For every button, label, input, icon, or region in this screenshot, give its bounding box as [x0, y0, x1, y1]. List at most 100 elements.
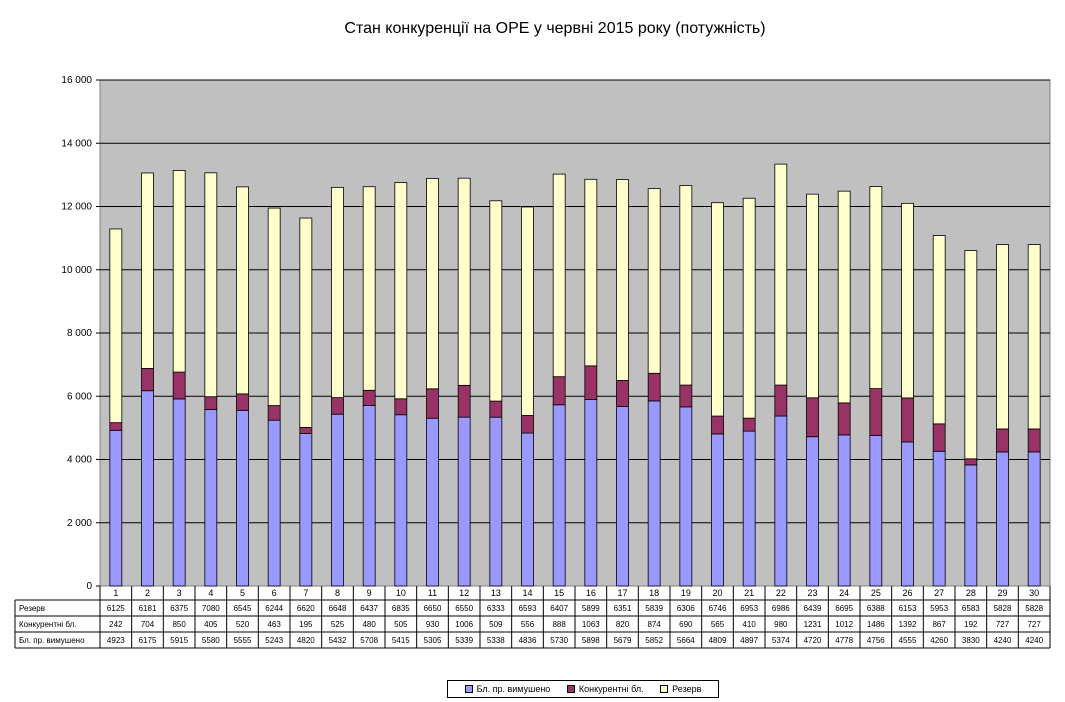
table-cell: 6439	[804, 604, 822, 613]
bar-seg-3	[774, 163, 788, 386]
bar-seg-2	[267, 405, 281, 421]
table-cell: 4820	[297, 636, 315, 645]
legend: Бл. пр. вимушено Конкурентні бл. Резерв	[447, 680, 719, 698]
table-cell: 4897	[740, 636, 758, 645]
category-label: 17	[617, 588, 627, 598]
category-label: 30	[1029, 588, 1039, 598]
bar-seg-2	[584, 365, 598, 400]
bar-seg-3	[1027, 244, 1041, 430]
category-label: 13	[491, 588, 501, 598]
table-cell: 5953	[930, 604, 948, 613]
bar-seg-2	[711, 415, 724, 435]
bar-seg-1	[489, 416, 503, 587]
bar-seg-1	[742, 430, 756, 587]
bar-seg-3	[394, 182, 408, 400]
table-cell: 3830	[962, 636, 980, 645]
bar-seg-2	[837, 402, 851, 436]
table-cell: 5899	[582, 604, 600, 613]
bar-seg-1	[172, 398, 186, 587]
table-cell: 5828	[1025, 604, 1043, 613]
category-label: 12	[459, 588, 469, 598]
table-cell: 6746	[709, 604, 727, 613]
table-cell: 1063	[582, 620, 600, 629]
table-cell: 4778	[835, 636, 853, 645]
bar-seg-3	[362, 186, 376, 391]
table-cell: 690	[679, 620, 693, 629]
table-cell: 5580	[202, 636, 220, 645]
y-tick-label: 4 000	[67, 455, 92, 466]
bar-seg-1	[109, 429, 123, 587]
bar-seg-2	[141, 368, 154, 392]
bar-seg-3	[584, 178, 598, 367]
bar-seg-3	[141, 172, 154, 369]
category-label: 4	[208, 588, 213, 598]
category-label: 24	[839, 588, 849, 598]
legend-swatch	[566, 685, 575, 693]
table-cell: 5730	[550, 636, 568, 645]
table-cell: 4923	[107, 636, 125, 645]
category-label: 16	[586, 588, 596, 598]
table-cell: 6351	[614, 604, 632, 613]
table-cell: 5828	[994, 604, 1012, 613]
table-cell: 6333	[487, 604, 505, 613]
bar-seg-1	[299, 433, 313, 587]
table-cell: 5432	[329, 636, 347, 645]
table-cell: 410	[742, 620, 756, 629]
category-label: 19	[681, 588, 691, 598]
bar-seg-1	[996, 451, 1009, 587]
table-cell: 6550	[455, 604, 473, 613]
bar-seg-2	[362, 389, 376, 406]
table-cell: 7080	[202, 604, 220, 613]
legend-swatch	[660, 685, 669, 693]
category-label: 27	[934, 588, 944, 598]
table-cell: 5915	[170, 636, 188, 645]
table-cell: 850	[172, 620, 186, 629]
bar-seg-2	[932, 423, 946, 452]
table-cell: 4240	[1025, 636, 1043, 645]
table-cell: 405	[204, 620, 218, 629]
category-label: 18	[649, 588, 659, 598]
table-cell: 5679	[614, 636, 632, 645]
table-cell: 5339	[455, 636, 473, 645]
bar-seg-1	[236, 409, 249, 587]
legend-item: Резерв	[660, 684, 701, 694]
category-label: 1	[113, 588, 118, 598]
bar-seg-2	[996, 428, 1009, 453]
table-cell: 5338	[487, 636, 505, 645]
table-cell: 5415	[392, 636, 410, 645]
table-cell: 704	[141, 620, 155, 629]
bar-seg-3	[267, 207, 281, 406]
table-cell: 6306	[677, 604, 695, 613]
category-label: 28	[966, 588, 976, 598]
y-tick-label: 16 000	[61, 75, 92, 86]
category-label: 29	[997, 588, 1007, 598]
bar-seg-2	[1027, 428, 1041, 453]
bar-seg-3	[679, 185, 693, 386]
table-cell: 6388	[867, 604, 885, 613]
table-cell: 4240	[994, 636, 1012, 645]
bar-seg-2	[869, 388, 883, 436]
table-cell: 6375	[170, 604, 188, 613]
table-cell: 5374	[772, 636, 790, 645]
legend-label: Бл. пр. вимушено	[476, 684, 551, 694]
bar-seg-2	[901, 397, 914, 443]
bar-seg-1	[679, 406, 693, 587]
table-cell: 1012	[835, 620, 853, 629]
bar-seg-2	[204, 396, 218, 410]
table-cell: 556	[521, 620, 535, 629]
bar-seg-3	[552, 173, 566, 378]
table-cell: 6407	[550, 604, 568, 613]
bar-seg-3	[331, 186, 344, 399]
category-label: 11	[428, 588, 437, 598]
table-cell: 888	[552, 620, 566, 629]
table-cell: 4555	[899, 636, 917, 645]
table-cell: 565	[711, 620, 725, 629]
bar-seg-2	[109, 422, 123, 431]
table-cell: 1231	[804, 620, 822, 629]
bar-seg-1	[457, 416, 471, 587]
category-label: 9	[367, 588, 372, 598]
bar-seg-3	[172, 170, 186, 373]
bar-seg-3	[457, 177, 471, 386]
bar-seg-2	[299, 427, 313, 434]
